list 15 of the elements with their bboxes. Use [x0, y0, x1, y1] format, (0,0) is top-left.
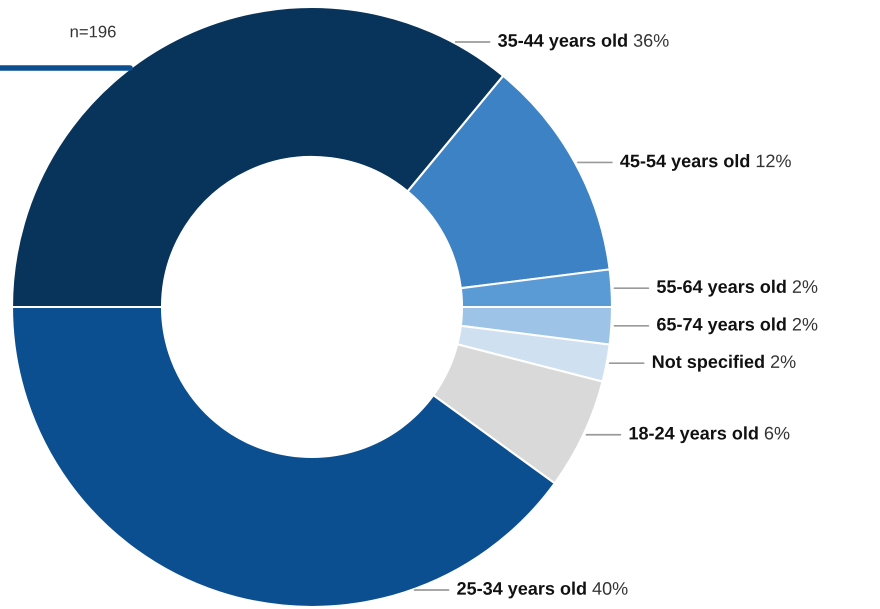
data-label: 40%	[592, 582, 628, 595]
slice-label: 18-24 years old	[630, 426, 758, 444]
data-label: 12%	[756, 154, 791, 168]
slice-label: 65-74 years old	[657, 317, 786, 334]
data-label: 2%	[792, 280, 818, 293]
slice-label: Not specified	[652, 354, 764, 372]
data-label: 36%	[634, 34, 669, 47]
text: n=196	[70, 26, 116, 38]
slice-label: 55-64 years old	[656, 280, 786, 297]
slice-label: 35-44 years old	[498, 34, 627, 50]
slice-label: 45-54 years old	[620, 154, 750, 171]
data-label: 6%	[764, 426, 790, 440]
data-label: 2%	[770, 355, 796, 368]
slice-label: 25-34 years old	[457, 582, 586, 598]
data-label: 2%	[792, 318, 818, 331]
